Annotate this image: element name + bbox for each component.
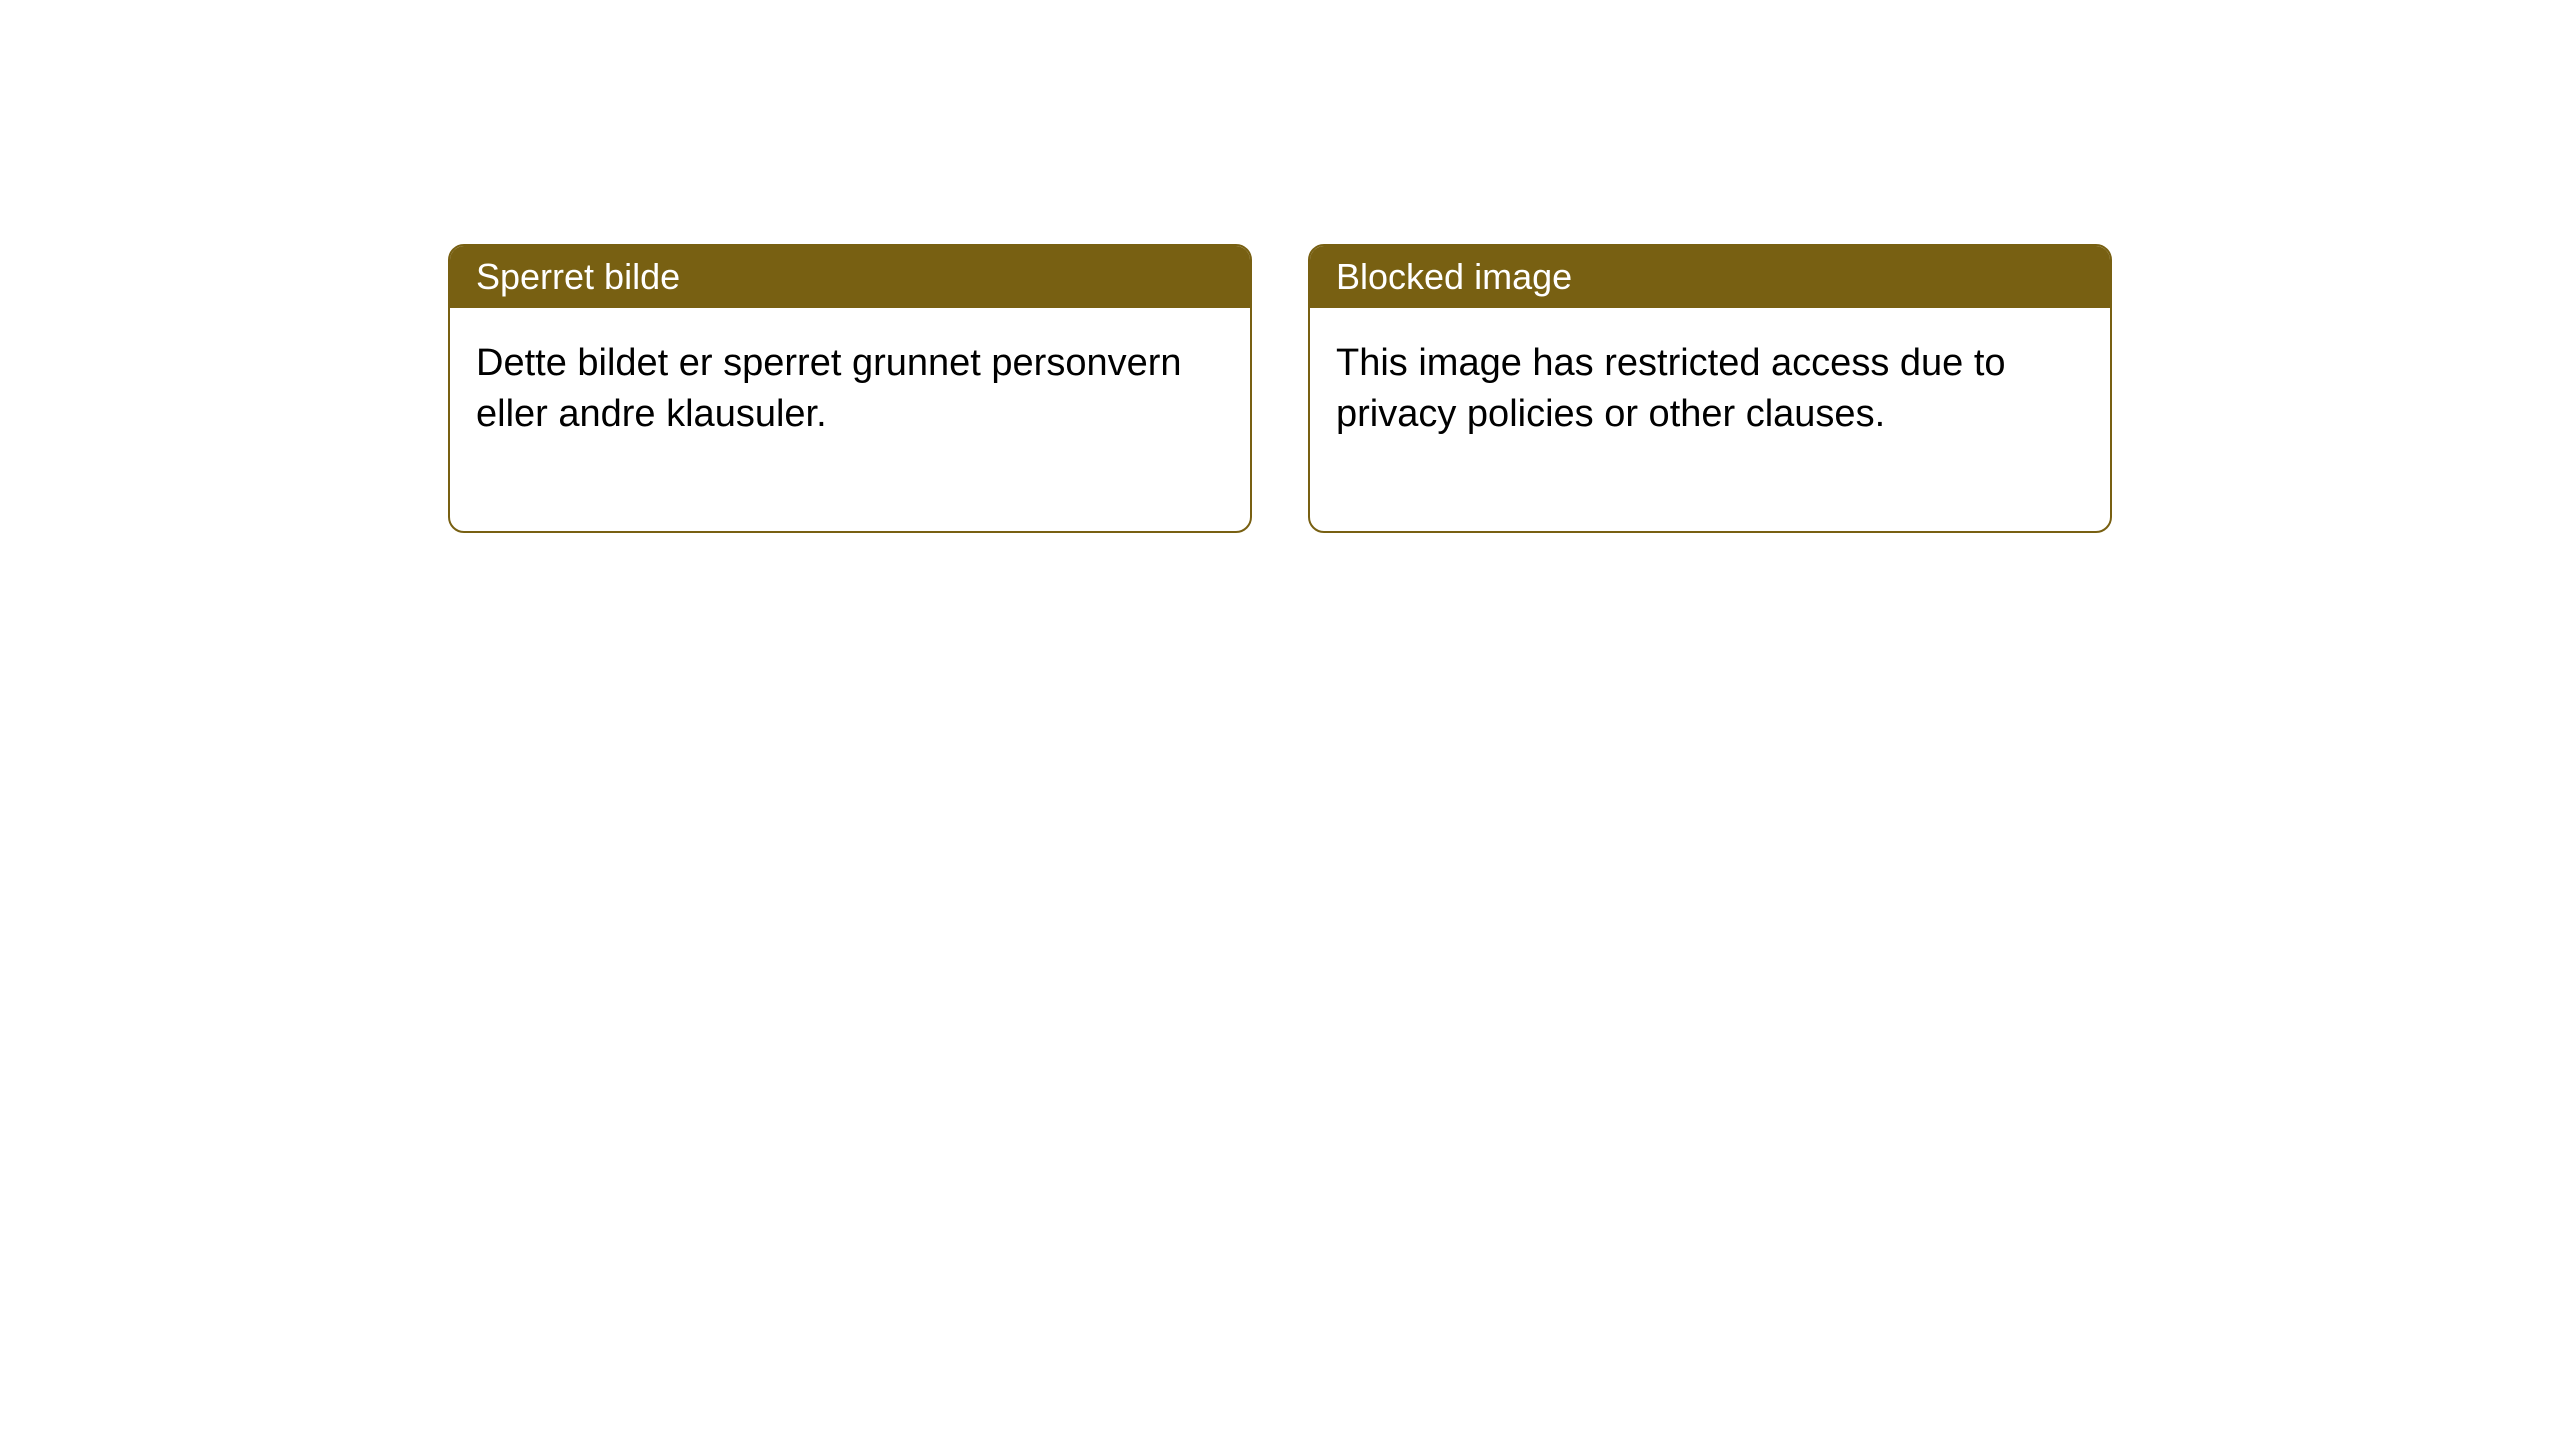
notice-body-text: This image has restricted access due to … [1336, 342, 2006, 435]
notice-header-text: Sperret bilde [476, 256, 680, 297]
notice-body: This image has restricted access due to … [1310, 308, 2110, 531]
notice-header: Blocked image [1310, 246, 2110, 308]
notice-header-text: Blocked image [1336, 256, 1572, 297]
notice-header: Sperret bilde [450, 246, 1250, 308]
notice-card-norwegian: Sperret bilde Dette bildet er sperret gr… [448, 244, 1252, 533]
notice-body: Dette bildet er sperret grunnet personve… [450, 308, 1250, 531]
notice-card-english: Blocked image This image has restricted … [1308, 244, 2112, 533]
notice-body-text: Dette bildet er sperret grunnet personve… [476, 342, 1182, 435]
notice-cards-container: Sperret bilde Dette bildet er sperret gr… [448, 244, 2112, 533]
